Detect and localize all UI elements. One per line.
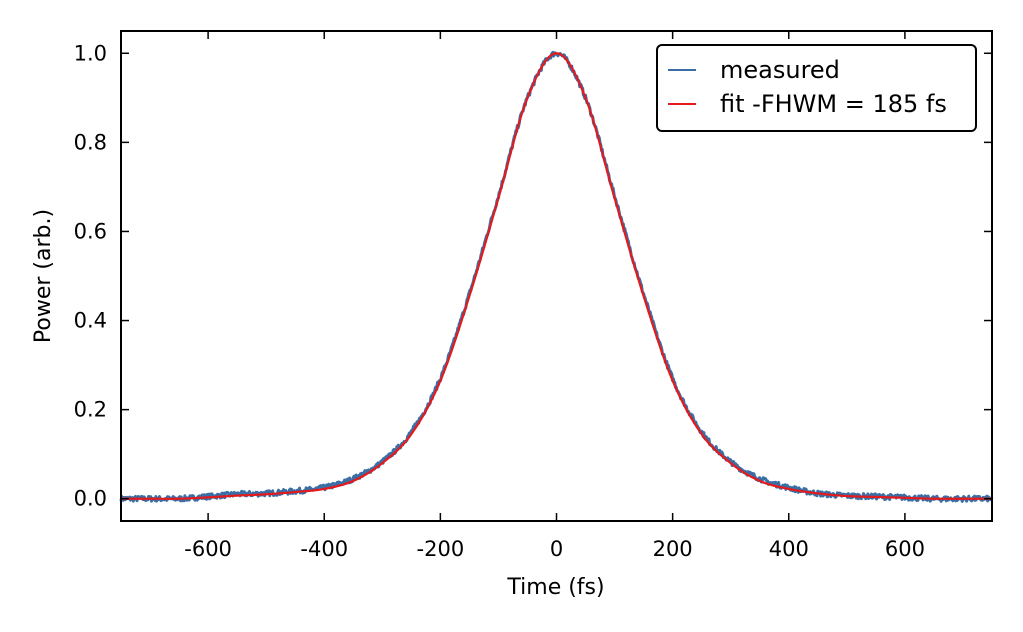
x-axis-title: Time (fs)	[506, 575, 604, 600]
plot-area	[119, 50, 994, 503]
legend-label-fit: fit -FHWM = 185 fs	[720, 90, 947, 118]
legend-box	[656, 44, 977, 132]
y-tick-label: 0.6	[74, 219, 107, 243]
x-tick-label: 600	[885, 537, 925, 561]
x-tick-label: 400	[769, 537, 809, 561]
x-tick-label: -600	[184, 537, 232, 561]
series-line-fit	[121, 52, 992, 500]
axis-ticks: -600 -400 -200 0 200 400 600 0.0 0.2 0.4 0.6 0.8 1.0	[74, 31, 992, 561]
y-tick-label: 0.2	[74, 398, 107, 422]
legend-label-measured: measured	[720, 56, 840, 84]
y-tick-label: 0.0	[74, 487, 107, 511]
x-tick-label: -400	[300, 537, 348, 561]
x-tick-label: -200	[417, 537, 465, 561]
y-axis-title: Power (arb.)	[31, 209, 56, 343]
y-tick-label: 1.0	[74, 41, 107, 65]
y-tick-label: 0.4	[74, 309, 107, 333]
x-tick-label: 200	[653, 537, 693, 561]
legend: measured fit -FHWM = 185 fs	[656, 44, 977, 132]
y-tick-label: 0.8	[74, 130, 107, 154]
x-tick-label: 0	[550, 537, 563, 561]
